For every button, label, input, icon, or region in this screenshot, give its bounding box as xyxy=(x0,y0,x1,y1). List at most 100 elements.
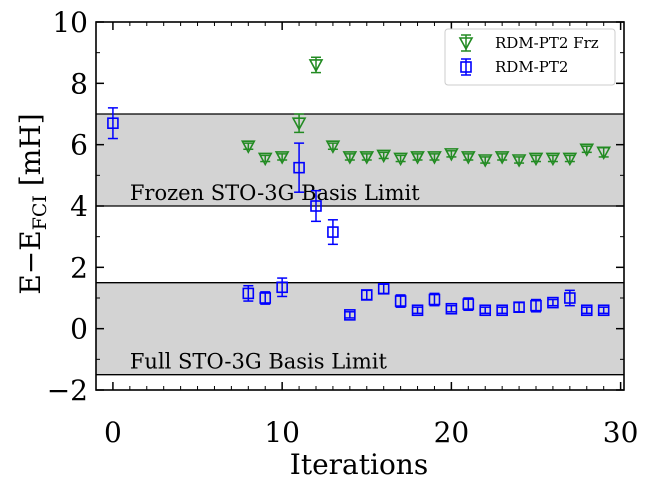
data-point xyxy=(360,289,373,301)
marker xyxy=(394,295,407,307)
marker xyxy=(444,148,459,162)
legend-items: RDM-PT2 Frz RDM-PT2 xyxy=(458,34,599,76)
data-point xyxy=(359,151,375,165)
data-point xyxy=(462,297,475,312)
data-point xyxy=(428,292,441,307)
band-1 xyxy=(96,282,624,375)
marker xyxy=(428,293,441,306)
marker xyxy=(107,117,119,129)
marker xyxy=(511,154,527,168)
data-point xyxy=(325,140,341,154)
data-point xyxy=(530,298,542,313)
data-point xyxy=(293,142,305,193)
data-point xyxy=(107,107,119,140)
data-point xyxy=(411,304,424,317)
marker xyxy=(344,309,356,321)
y-axis-label-unit: [mH] xyxy=(14,113,47,195)
marker xyxy=(308,59,324,73)
y-tick-label: 2 xyxy=(70,251,88,284)
data-point xyxy=(310,189,322,223)
marker xyxy=(259,292,272,304)
marker xyxy=(359,151,375,165)
legend-box xyxy=(444,28,616,86)
marker xyxy=(257,152,273,167)
data-point xyxy=(513,301,525,314)
data-point xyxy=(460,151,476,165)
data-point xyxy=(427,151,442,165)
marker xyxy=(597,304,610,317)
marker xyxy=(562,152,578,167)
y-axis-label: E−EFCI [mH] xyxy=(14,113,51,294)
legend-label-0: RDM-PT2 Frz xyxy=(495,34,599,52)
y-tick-label: 0 xyxy=(70,313,88,346)
marker xyxy=(460,151,476,165)
marker xyxy=(596,146,612,161)
x-tick-label: 10 xyxy=(264,416,300,449)
marker xyxy=(242,287,255,300)
marker xyxy=(579,143,595,157)
data-point xyxy=(596,146,612,161)
x-tick-label: 30 xyxy=(603,416,639,449)
y-tick-label: −2 xyxy=(47,374,88,407)
marker xyxy=(377,282,390,295)
data-point xyxy=(580,304,593,317)
marker xyxy=(445,302,458,315)
x-tick-label: 20 xyxy=(434,416,470,449)
data-point xyxy=(240,140,256,154)
marker xyxy=(327,226,339,238)
legend-label-1: RDM-PT2 xyxy=(495,58,568,76)
marker xyxy=(494,151,510,165)
bands-layer xyxy=(96,113,624,376)
marker xyxy=(564,292,576,304)
data-point xyxy=(444,148,459,162)
marker xyxy=(427,151,442,165)
marker xyxy=(513,301,525,314)
marker xyxy=(310,200,322,212)
band-label-1: Full STO-3G Basis Limit xyxy=(130,350,388,374)
data-point xyxy=(511,154,527,168)
data-point xyxy=(479,304,492,317)
data-point xyxy=(376,149,392,164)
legend: RDM-PT2 Frz RDM-PT2 xyxy=(444,28,616,86)
marker xyxy=(325,140,341,154)
data-point xyxy=(394,294,407,308)
data-point xyxy=(259,291,272,305)
band-labels: Frozen STO-3G Basis Limit Full STO-3G Bas… xyxy=(130,181,420,374)
marker xyxy=(580,304,593,317)
x-tick-label: 0 xyxy=(104,416,122,449)
series-layer xyxy=(107,56,612,321)
data-point xyxy=(445,302,458,315)
marker xyxy=(530,299,542,312)
data-point xyxy=(545,152,561,167)
legend-item-1: RDM-PT2 xyxy=(460,58,568,76)
ticks-layer: 0 10 20 30 −2 0 2 4 6 8 10 xyxy=(47,6,639,449)
marker xyxy=(479,304,492,317)
data-point xyxy=(547,296,559,309)
marker xyxy=(342,151,358,165)
marker xyxy=(545,152,561,167)
legend-item-0: RDM-PT2 Frz xyxy=(458,34,599,52)
marker xyxy=(274,151,290,165)
series-1 xyxy=(107,107,610,321)
data-point xyxy=(276,277,288,298)
data-point xyxy=(242,284,255,302)
data-point xyxy=(528,152,544,167)
marker xyxy=(411,304,424,317)
data-point xyxy=(393,152,408,167)
data-point xyxy=(291,113,307,134)
marker xyxy=(276,281,288,294)
data-point xyxy=(342,151,358,165)
marker xyxy=(240,140,256,154)
marker xyxy=(528,152,544,167)
marker xyxy=(462,298,475,310)
legend-marker xyxy=(460,61,472,73)
marker xyxy=(477,154,493,168)
data-point xyxy=(579,143,595,157)
data-point xyxy=(597,304,610,317)
marker xyxy=(393,152,408,167)
y-axis-label-subscript: FCI xyxy=(29,195,51,230)
legend-marker xyxy=(458,37,474,51)
data-point xyxy=(477,154,493,168)
marker xyxy=(360,289,373,301)
